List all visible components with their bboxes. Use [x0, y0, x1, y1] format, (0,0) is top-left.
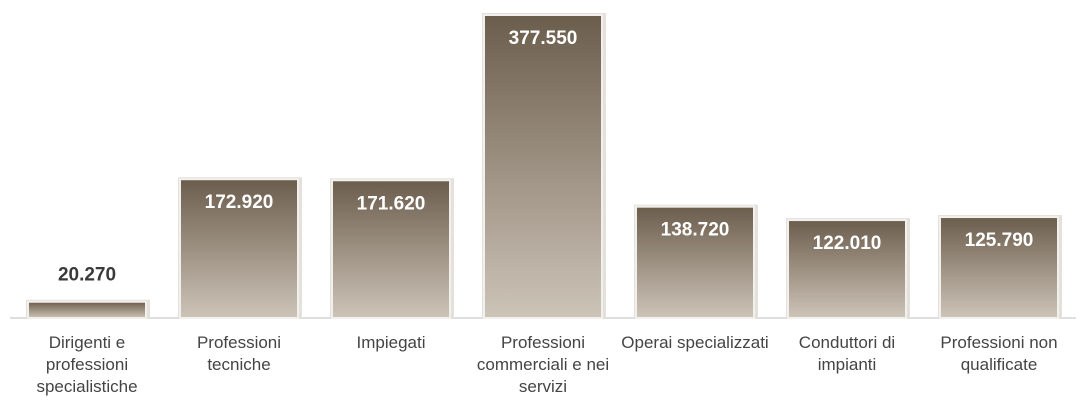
x-tick-label: Professioni commerciali e nei servizi — [476, 333, 610, 396]
value-label: 171.620 — [357, 193, 426, 214]
bar — [787, 219, 907, 319]
x-tick-label: Impiegati — [356, 333, 426, 352]
x-tick-label: Professioni tecniche — [196, 333, 282, 374]
value-label: 125.790 — [965, 230, 1034, 251]
bar — [27, 300, 147, 319]
bar — [179, 178, 299, 319]
value-label: 20.270 — [58, 265, 116, 286]
bar — [331, 179, 451, 319]
bar — [483, 14, 603, 319]
value-label: 172.920 — [205, 192, 274, 213]
x-tick-label: Professioni non qualificate — [940, 333, 1058, 374]
x-tick-label: Operai specializzati — [621, 333, 769, 352]
x-tick-label: Dirigenti e professioni specialistiche — [36, 333, 138, 396]
value-label: 377.550 — [509, 28, 578, 49]
bar — [635, 205, 755, 320]
value-label: 122.010 — [813, 233, 882, 254]
bar — [939, 216, 1059, 320]
x-tick-label: Conduttori di impianti — [798, 333, 896, 374]
value-label: 138.720 — [661, 220, 730, 241]
